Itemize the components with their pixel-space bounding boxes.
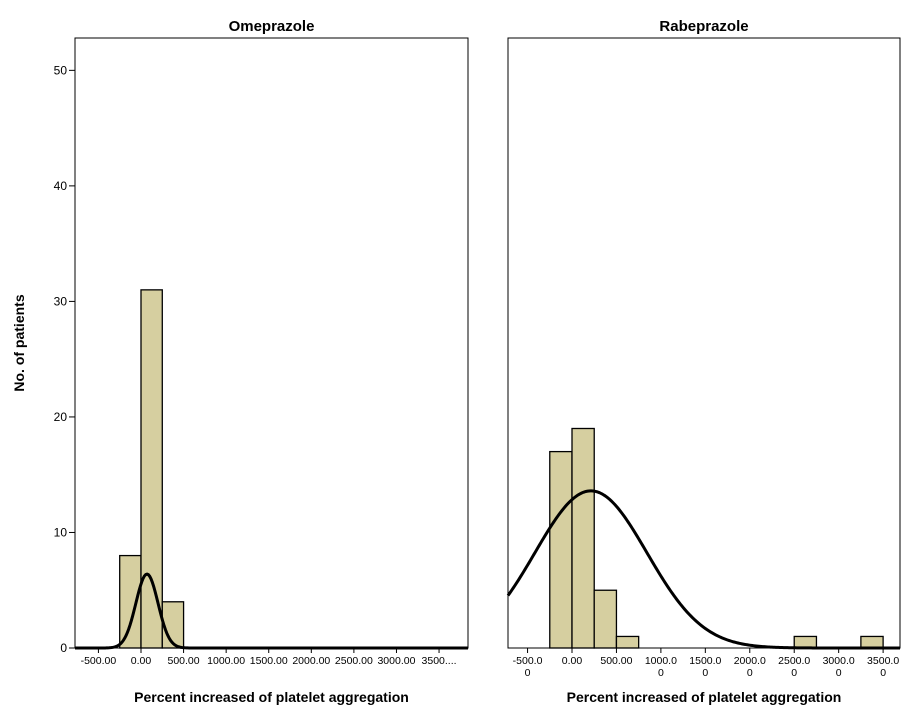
bar <box>615 635 640 649</box>
bar <box>793 635 818 649</box>
x-tick-label: 1000.00 <box>207 655 245 667</box>
y-tick-label: 40 <box>54 179 68 193</box>
chart-title: Omeprazole <box>229 18 315 35</box>
x-tick-label: 500.00 <box>168 655 200 667</box>
x-tick-label: 0.00 <box>562 655 583 667</box>
y-axis-label: No. of patients <box>11 294 27 391</box>
bar <box>140 289 163 649</box>
x-tick-label: 2500.00 <box>335 655 373 667</box>
x-axis-label: Percent increased of platelet aggregatio… <box>134 689 409 705</box>
chart-title: Rabeprazole <box>659 18 748 35</box>
y-tick-label: 0 <box>60 641 67 655</box>
bar <box>119 554 142 649</box>
bar <box>593 589 618 649</box>
plot-frame <box>507 37 901 649</box>
x-tick-label: 2000.00 <box>292 655 330 667</box>
x-tick-label: 3000.00 <box>377 655 415 667</box>
bar <box>549 450 573 649</box>
x-tick-label: -500.00 <box>81 655 117 667</box>
y-tick-label: 30 <box>54 294 68 308</box>
x-tick-label: 3500.... <box>422 655 457 667</box>
x-tick-label: 3500.0 0 <box>867 655 899 679</box>
x-tick-label: 1500.00 <box>250 655 288 667</box>
y-tick-label: 10 <box>54 525 68 539</box>
x-tick-label: 500.00 <box>600 655 632 667</box>
y-tick-label: 50 <box>54 63 68 77</box>
bar <box>571 427 595 649</box>
y-tick-label: 20 <box>54 410 68 424</box>
plot-frame <box>74 37 469 649</box>
x-tick-label: 0.00 <box>131 655 152 667</box>
x-axis-label: Percent increased of platelet aggregatio… <box>567 689 842 705</box>
bar <box>860 635 884 649</box>
